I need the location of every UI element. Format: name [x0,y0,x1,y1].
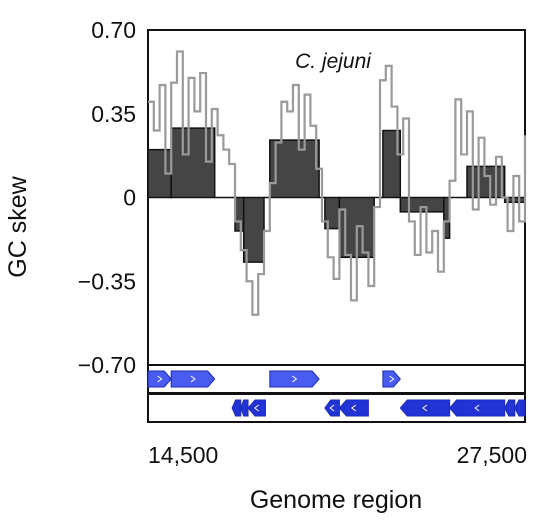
species-annotation: C. jejuni [295,50,372,73]
gene-direction-chevron [157,375,163,383]
gene-arrow-forward [269,370,320,388]
gene-direction-chevron [190,375,196,383]
skew-line [148,50,527,316]
gene-arrow-reverse [247,399,266,417]
skew-bar [170,127,216,199]
y-tick-label: −0.35 [78,268,136,294]
gene-tracks [147,364,526,423]
gene-arrow-forward [170,370,216,388]
gene-arrow-reverse [231,399,242,417]
x-tick-label: 14,500 [148,442,218,468]
skew-bar [382,129,402,199]
gene-arrow-forward [382,370,401,388]
y-tick-label: −0.70 [78,352,136,378]
x-axis-label: Genome region [250,486,422,514]
gene-direction-chevron [351,404,357,412]
skew-bar [234,196,245,232]
gene-direction-chevron [389,375,395,383]
gene-arrow-reverse [448,399,506,417]
x-tick-label: 27,500 [457,442,527,468]
gene-direction-chevron [329,404,335,412]
skew-bar [242,196,265,263]
gene-direction-chevron [292,375,298,383]
gene-arrow-reverse [514,399,526,417]
y-axis-label: GC skew [4,175,32,277]
gene-direction-chevron [474,404,480,412]
gene-arrow-forward [147,370,172,388]
gene-direction-chevron [253,404,260,412]
skew-line-series [148,50,527,316]
gene-arrow-reverse [338,399,369,417]
y-tick-label: 0.35 [91,101,136,127]
gene-direction-chevron [422,404,428,412]
skew-bar [269,139,320,199]
y-tick-labels: 0.70 0.35 0 −0.35 −0.70 [78,17,136,378]
skew-bar [399,196,445,213]
gene-arrow-reverse [504,399,516,417]
y-tick-label: 0 [123,185,136,211]
x-tick-labels: 14,500 27,500 [148,442,527,468]
y-tick-label: 0.70 [91,17,136,43]
gene-arrow-reverse [399,399,451,417]
gene-arrow-reverse [324,399,340,417]
gene-arrow-reverse [240,399,249,417]
